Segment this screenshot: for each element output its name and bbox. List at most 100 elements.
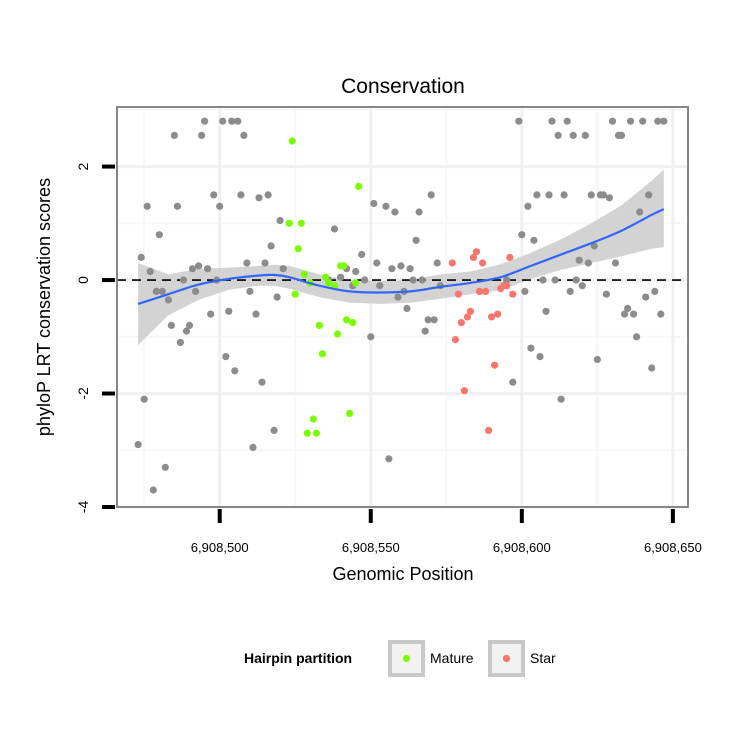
data-point-mature: [346, 409, 354, 417]
data-point-other: [427, 191, 435, 199]
data-point-mature: [349, 319, 357, 327]
data-point-other: [246, 287, 254, 295]
data-point-other: [352, 267, 360, 276]
x-axis-label: Genomic Position: [332, 564, 473, 584]
data-point-other: [276, 216, 284, 225]
x-tick-label: 6,908,600: [493, 540, 551, 555]
data-point-other: [590, 242, 598, 250]
data-point-other: [430, 316, 438, 324]
data-point-other: [409, 276, 417, 284]
data-point-other: [231, 367, 239, 375]
y-tick-label: 2: [75, 162, 91, 170]
data-point-other: [370, 199, 378, 208]
y-axis: -4 -2 0 2: [75, 162, 115, 513]
data-point-other: [415, 208, 423, 216]
data-point-other: [551, 276, 559, 284]
data-point-other: [361, 276, 369, 284]
data-point-other: [179, 276, 188, 284]
data-point-other: [137, 253, 145, 261]
data-point-other: [521, 287, 529, 295]
data-point-other: [433, 259, 441, 267]
y-axis-label: phyloP LRT conservation scores: [34, 178, 54, 436]
data-point-other: [530, 236, 538, 244]
data-point-other: [270, 426, 278, 434]
data-point-other: [403, 304, 411, 312]
data-point-other: [182, 327, 191, 335]
data-point-other: [204, 265, 212, 273]
data-point-other: [146, 267, 154, 276]
data-point-star: [475, 287, 484, 295]
data-point-other: [201, 117, 209, 125]
data-point-other: [173, 202, 181, 210]
data-point-other: [258, 378, 266, 386]
data-point-other: [533, 191, 541, 199]
data-point-star: [460, 387, 468, 395]
data-point-mature: [355, 182, 363, 190]
data-point-other: [545, 191, 553, 199]
data-point-other: [617, 131, 626, 139]
x-tick-label: 6,908,550: [342, 540, 400, 555]
data-point-other: [624, 304, 632, 312]
data-point-other: [252, 310, 260, 318]
data-point-mature: [285, 219, 293, 227]
data-point-other: [602, 290, 611, 298]
data-point-other: [536, 353, 544, 361]
data-point-other: [198, 131, 206, 139]
data-point-other: [572, 276, 580, 284]
data-point-mature: [330, 282, 339, 290]
data-point-other: [267, 242, 275, 250]
data-point-other: [654, 117, 662, 125]
data-point-other: [503, 276, 511, 284]
data-point-other: [149, 486, 157, 494]
legend-key-box: [488, 640, 525, 677]
legend-key-marker: [402, 654, 411, 663]
data-point-other: [611, 259, 620, 267]
data-point-other: [161, 463, 169, 471]
data-point-other: [140, 395, 148, 403]
data-point-other: [630, 310, 638, 318]
data-point-other: [382, 202, 390, 210]
series-mature: [285, 137, 363, 437]
data-point-other: [584, 259, 592, 267]
data-point-other: [518, 231, 526, 239]
data-point-other: [391, 208, 399, 216]
data-point-star: [494, 310, 502, 318]
data-point-other: [639, 117, 647, 125]
legend-label: Mature: [430, 650, 474, 666]
data-point-other: [261, 259, 269, 267]
data-point-other: [240, 131, 248, 139]
data-point-other: [509, 378, 517, 386]
data-point-star: [469, 253, 478, 261]
x-axis: 6,908,500 6,908,550 6,908,600 6,908,650: [191, 509, 702, 555]
data-point-mature: [321, 273, 330, 281]
data-point-other: [185, 321, 194, 329]
data-point-other: [373, 259, 381, 267]
panel-border: [116, 106, 689, 508]
data-point-mature: [333, 330, 342, 338]
data-point-other: [397, 262, 405, 270]
y-tick-label: 0: [75, 276, 91, 284]
data-point-other: [581, 131, 589, 139]
data-point-other: [627, 117, 635, 125]
data-point-other: [412, 236, 420, 244]
data-point-other: [234, 117, 242, 125]
data-point-other: [273, 293, 281, 301]
data-point-other: [367, 333, 375, 341]
data-point-other: [651, 287, 659, 295]
data-point-other: [557, 395, 565, 403]
data-point-star: [509, 290, 517, 298]
data-point-star: [491, 361, 499, 369]
data-point-other: [621, 310, 629, 318]
data-point-other: [563, 117, 571, 125]
data-point-other: [188, 265, 197, 273]
data-point-star: [454, 290, 462, 298]
data-point-other: [542, 307, 550, 315]
data-point-star: [479, 259, 487, 267]
legend-title: Hairpin partition: [244, 650, 352, 666]
data-point-other: [264, 191, 272, 199]
legend: Hairpin partition Mature Star: [244, 640, 556, 677]
data-point-other: [418, 276, 426, 284]
data-point-mature: [312, 429, 320, 437]
data-point-other: [657, 310, 665, 318]
data-point-mature: [291, 290, 299, 298]
